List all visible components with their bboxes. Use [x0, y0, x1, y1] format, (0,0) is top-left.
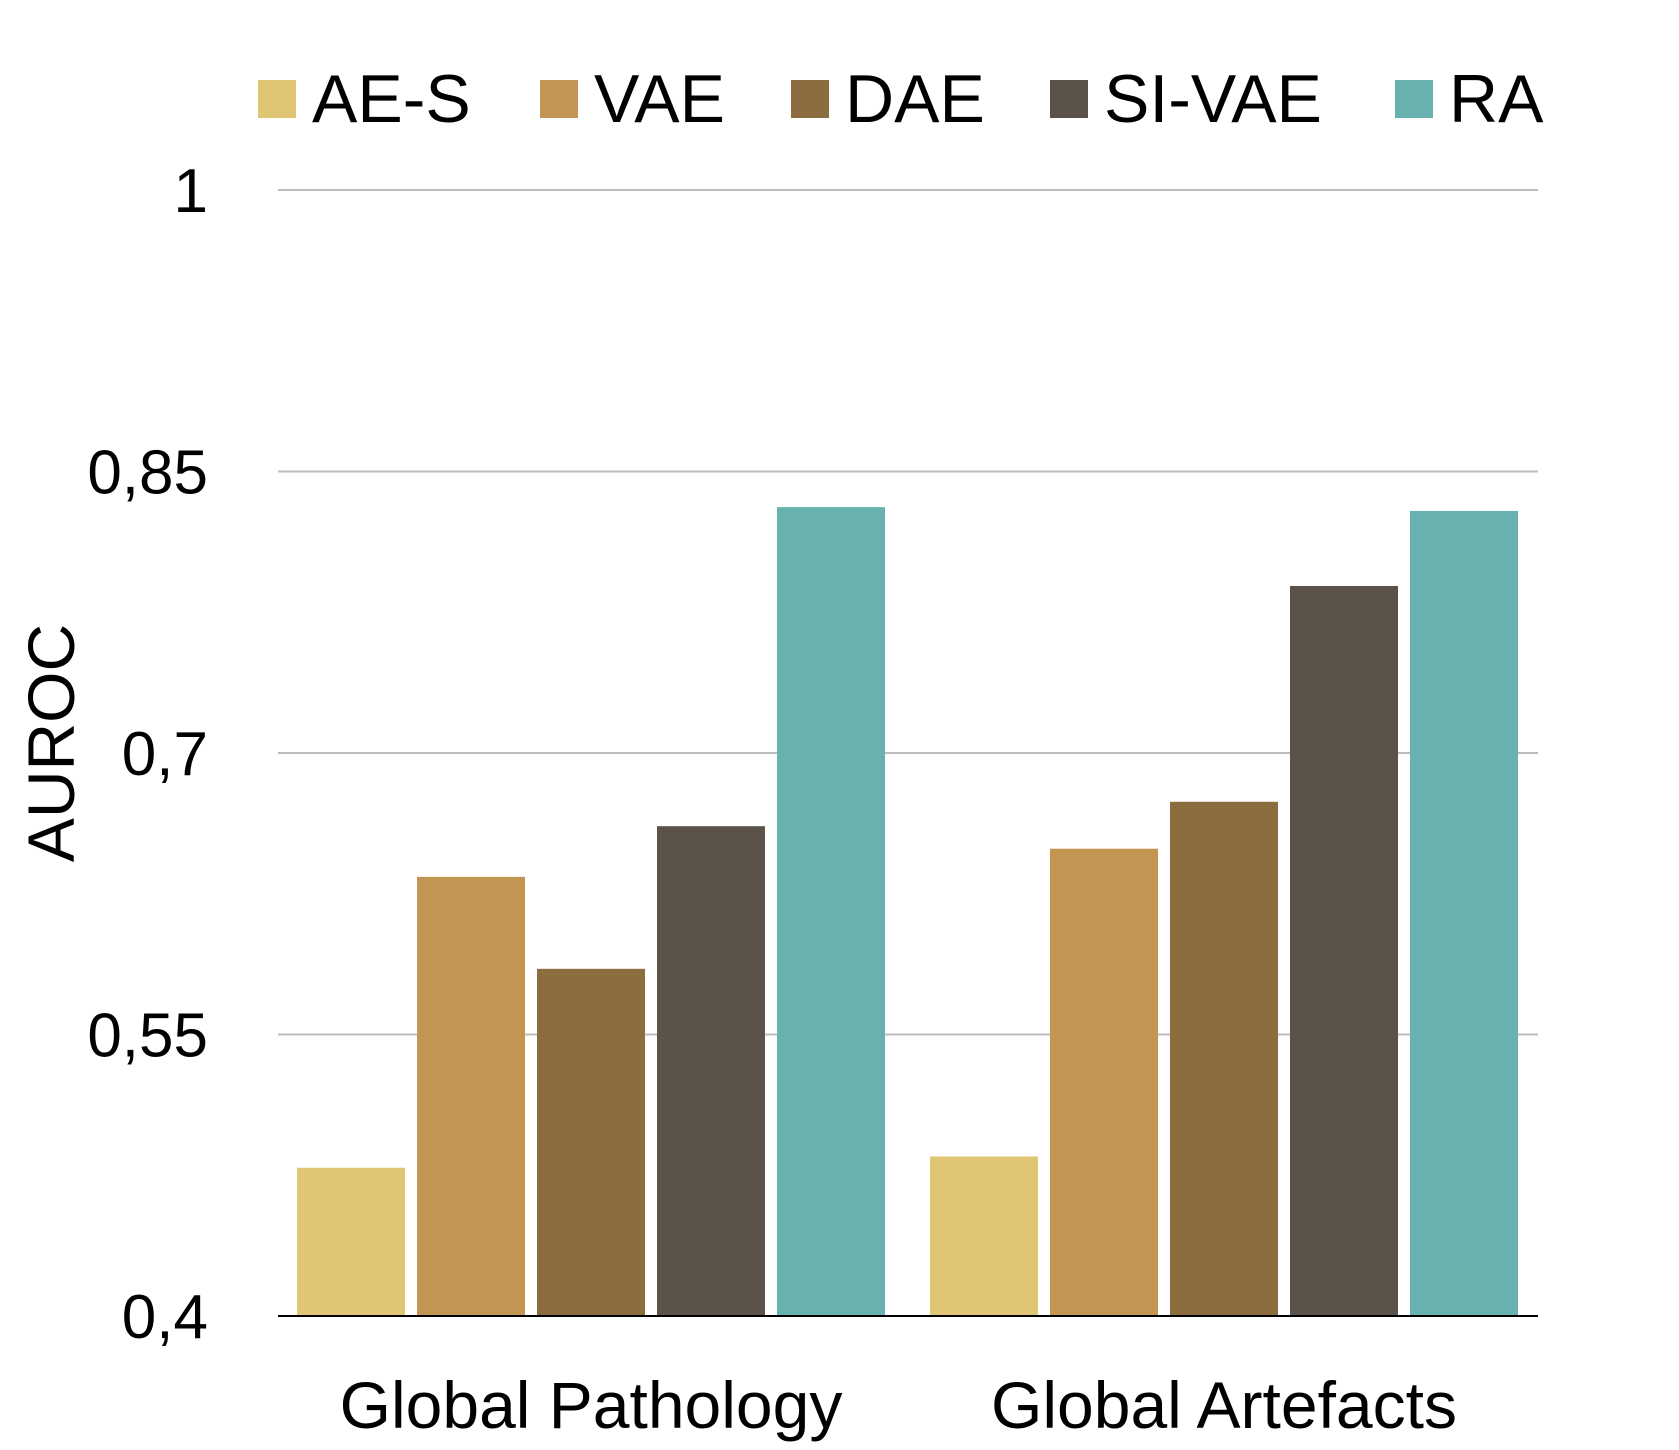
legend-label: RA	[1449, 61, 1544, 137]
x-category-label: Global Artefacts	[991, 1368, 1457, 1442]
x-category-label: Global Pathology	[340, 1368, 843, 1442]
bar-si-vae-2	[1290, 585, 1398, 1316]
bar-vae-2	[1050, 848, 1158, 1316]
legend-label: SI-VAE	[1104, 61, 1322, 137]
bar-vae-1	[417, 876, 525, 1316]
y-tick-label: 1	[174, 157, 208, 226]
bar-ae-s-1	[297, 1167, 405, 1316]
bar-dae-2	[1170, 801, 1278, 1316]
bar-si-vae-1	[657, 826, 765, 1316]
y-tick-label: 0,85	[87, 439, 208, 508]
y-tick-label: 0,55	[87, 1002, 208, 1071]
legend-swatch	[1050, 80, 1088, 118]
legend-label: VAE	[594, 61, 725, 137]
legend-swatch	[791, 80, 829, 118]
bar-ae-s-2	[930, 1156, 1038, 1316]
legend-label: AE-S	[312, 61, 471, 137]
bar-ra-1	[777, 507, 885, 1316]
legend-swatch	[540, 80, 578, 118]
bar-ra-2	[1410, 510, 1518, 1316]
legend: AE-S VAE DAE SI-VAE RA	[258, 61, 1544, 137]
legend-swatch	[258, 80, 296, 118]
axes: 0,4 0,55 0,7 0,85 1 Global Pathology Global Ar…	[87, 157, 1538, 1442]
legend-swatch	[1395, 80, 1433, 118]
bar-dae-1	[537, 968, 645, 1316]
bars	[297, 507, 1518, 1316]
y-axis-title: AUROC	[14, 624, 88, 862]
y-tick-label: 0,7	[122, 720, 208, 789]
y-tick-label: 0,4	[122, 1283, 208, 1352]
legend-label: DAE	[845, 61, 985, 137]
